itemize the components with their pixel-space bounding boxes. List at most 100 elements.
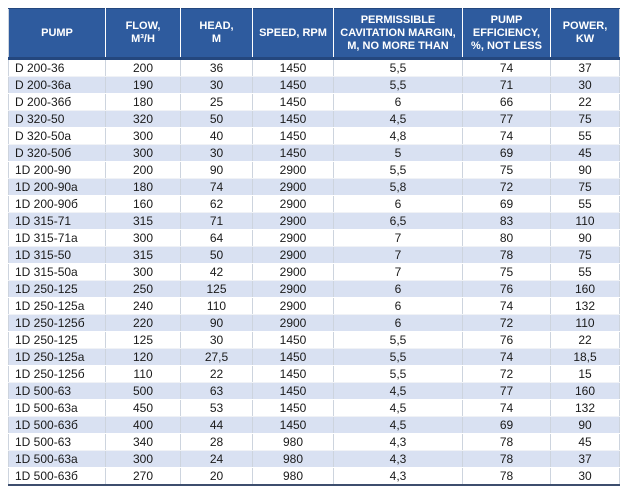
- pump-model-cell: D 320-50a: [8, 127, 106, 145]
- flow-cell: 180: [105, 93, 181, 111]
- pump-model-cell: 1D 500-63a: [8, 399, 106, 417]
- flow-cell: 300: [105, 450, 181, 468]
- table-row: 1D 315-50 315 50 2900 7 78 75: [8, 246, 620, 264]
- pump-model-cell: D 200-36: [8, 58, 106, 77]
- efficiency-cell: 78: [462, 246, 551, 264]
- head-cell: 71: [180, 212, 253, 230]
- efficiency-cell: 83: [462, 212, 551, 230]
- col-header-pump: PUMP: [8, 8, 106, 59]
- power-cell: 75: [550, 110, 620, 128]
- pump-model-cell: D 320-50: [8, 110, 106, 128]
- head-cell: 42: [180, 263, 253, 281]
- cavitation-margin-cell: 5,5: [333, 161, 463, 179]
- efficiency-cell: 69: [462, 416, 551, 434]
- table-body: D 200-36 200 36 1450 5,5 74 37 D 200-36a 190 30 14…: [8, 58, 620, 486]
- table-row: 1D 200-90б 160 62 2900 6 69 55: [8, 195, 620, 213]
- speed-cell: 1450: [252, 348, 334, 366]
- table-row: 1D 500-63a 450 53 1450 4,5 74 132: [8, 399, 620, 417]
- table-row: 1D 500-63б 270 20 980 4,3 78 30: [8, 467, 620, 486]
- table-row: D 200-36a 190 30 1450 5,5 71 30: [8, 76, 620, 94]
- table-row: 1D 500-63 340 28 980 4,3 78 45: [8, 433, 620, 451]
- head-cell: 30: [180, 331, 253, 349]
- speed-cell: 2900: [252, 195, 334, 213]
- pump-model-cell: 1D 500-63б: [8, 416, 106, 434]
- flow-cell: 450: [105, 399, 181, 417]
- pump-model-cell: 1D 315-50: [8, 246, 106, 264]
- flow-cell: 320: [105, 110, 181, 128]
- efficiency-cell: 74: [462, 58, 551, 77]
- flow-cell: 200: [105, 161, 181, 179]
- cavitation-margin-cell: 4,8: [333, 127, 463, 145]
- flow-cell: 200: [105, 58, 181, 77]
- speed-cell: 1450: [252, 93, 334, 111]
- efficiency-cell: 80: [462, 229, 551, 247]
- table-row: D 320-50 320 50 1450 4,5 77 75: [8, 110, 620, 128]
- table-row: 1D 200-90a 180 74 2900 5,8 72 75: [8, 178, 620, 196]
- pump-model-cell: 1D 250-125: [8, 331, 106, 349]
- col-header-speed: SPEED, RPM: [252, 8, 334, 59]
- flow-cell: 120: [105, 348, 181, 366]
- cavitation-margin-cell: 6: [333, 93, 463, 111]
- flow-cell: 340: [105, 433, 181, 451]
- head-cell: 27,5: [180, 348, 253, 366]
- flow-cell: 500: [105, 382, 181, 400]
- pump-model-cell: 1D 250-125б: [8, 365, 106, 383]
- table-row: D 320-50a 300 40 1450 4,8 74 55: [8, 127, 620, 145]
- pump-model-cell: 1D 250-125a: [8, 348, 106, 366]
- power-cell: 160: [550, 382, 620, 400]
- pump-model-cell: 1D 500-63: [8, 382, 106, 400]
- speed-cell: 2900: [252, 229, 334, 247]
- speed-cell: 980: [252, 467, 334, 486]
- power-cell: 37: [550, 58, 620, 77]
- pump-model-cell: 1D 500-63б: [8, 467, 106, 486]
- power-cell: 132: [550, 399, 620, 417]
- head-cell: 74: [180, 178, 253, 196]
- flow-cell: 125: [105, 331, 181, 349]
- efficiency-cell: 72: [462, 178, 551, 196]
- flow-cell: 315: [105, 246, 181, 264]
- table-row: 1D 500-63a 300 24 980 4,3 78 37: [8, 450, 620, 468]
- head-cell: 40: [180, 127, 253, 145]
- cavitation-margin-cell: 7: [333, 263, 463, 281]
- table-row: 1D 250-125a 120 27,5 1450 5,5 74 18,5: [8, 348, 620, 366]
- head-cell: 53: [180, 399, 253, 417]
- speed-cell: 1450: [252, 382, 334, 400]
- cavitation-margin-cell: 5,5: [333, 365, 463, 383]
- efficiency-cell: 74: [462, 348, 551, 366]
- speed-cell: 1450: [252, 331, 334, 349]
- cavitation-margin-cell: 5,5: [333, 58, 463, 77]
- power-cell: 15: [550, 365, 620, 383]
- pump-model-cell: 1D 200-90: [8, 161, 106, 179]
- head-cell: 24: [180, 450, 253, 468]
- power-cell: 132: [550, 297, 620, 315]
- col-header-cavitation-margin: PERMISSIBLE CAVITATION MARGIN, M, NO MOR…: [333, 8, 463, 59]
- table-row: 1D 315-71 315 71 2900 6,5 83 110: [8, 212, 620, 230]
- cavitation-margin-cell: 5,5: [333, 331, 463, 349]
- head-cell: 28: [180, 433, 253, 451]
- head-cell: 22: [180, 365, 253, 383]
- speed-cell: 1450: [252, 110, 334, 128]
- table-row: 1D 315-71a 300 64 2900 7 80 90: [8, 229, 620, 247]
- pump-model-cell: 1D 500-63a: [8, 450, 106, 468]
- power-cell: 75: [550, 246, 620, 264]
- flow-cell: 300: [105, 127, 181, 145]
- speed-cell: 1450: [252, 399, 334, 417]
- cavitation-margin-cell: 4,5: [333, 416, 463, 434]
- flow-cell: 300: [105, 229, 181, 247]
- speed-cell: 2900: [252, 314, 334, 332]
- efficiency-cell: 72: [462, 365, 551, 383]
- pump-model-cell: 1D 315-50a: [8, 263, 106, 281]
- cavitation-margin-cell: 6,5: [333, 212, 463, 230]
- power-cell: 90: [550, 161, 620, 179]
- power-cell: 22: [550, 93, 620, 111]
- table-row: 1D 250-125 125 30 1450 5,5 76 22: [8, 331, 620, 349]
- efficiency-cell: 72: [462, 314, 551, 332]
- cavitation-margin-cell: 4,5: [333, 110, 463, 128]
- cavitation-margin-cell: 6: [333, 314, 463, 332]
- power-cell: 90: [550, 416, 620, 434]
- pump-model-cell: 1D 315-71: [8, 212, 106, 230]
- flow-cell: 270: [105, 467, 181, 486]
- power-cell: 90: [550, 229, 620, 247]
- power-cell: 45: [550, 144, 620, 162]
- flow-cell: 190: [105, 76, 181, 94]
